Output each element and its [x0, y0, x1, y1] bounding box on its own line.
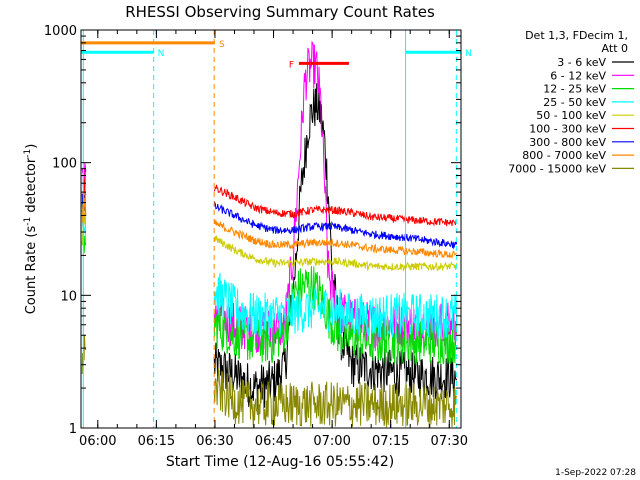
series-layer [81, 41, 458, 428]
y-tick-label-1: 10 [60, 289, 77, 304]
markers-layer [82, 30, 457, 428]
legend-label-7: 800 - 7000 keV [522, 149, 606, 162]
legend-header-0: Det 1,3, FDecim 1, [525, 29, 628, 42]
series-line-4 [213, 235, 458, 272]
x-tick-label-6: 07:30 [431, 434, 468, 449]
flag-label-0: S [219, 40, 225, 50]
legend-label-8: 7000 - 15000 keV [508, 162, 606, 175]
y-tick-label-3: 1000 [44, 24, 77, 39]
series-early-5 [81, 168, 87, 207]
series-early-8 [81, 334, 87, 375]
flag-label-1: N [158, 49, 165, 59]
legend-label-2: 12 - 25 keV [543, 83, 606, 96]
legend-label-4: 50 - 100 keV [536, 109, 606, 122]
flag-label-2: N [465, 49, 472, 59]
series-line-8 [213, 368, 458, 428]
plot-frame [80, 29, 462, 429]
axes: 06:00 06:15 06:30 06:45 07:00 07:15 07:30 1 10 10… [44, 24, 468, 449]
series-line-7 [213, 219, 457, 260]
legend-label-0: 3 - 6 keV [557, 56, 606, 69]
x-tick-label-2: 06:30 [196, 434, 233, 449]
flag-bars: S N N F [81, 40, 472, 70]
legend-label-3: 25 - 50 keV [543, 96, 606, 109]
x-tick-label-1: 06:15 [138, 434, 175, 449]
flag-label-3: F [289, 60, 294, 70]
legend-label-6: 300 - 800 keV [529, 136, 606, 149]
y-tick-label-0: 1 [69, 422, 77, 437]
legend-label-1: 6 - 12 keV [550, 69, 606, 82]
series-early-2 [81, 235, 87, 254]
x-tick-label-5: 07:15 [372, 434, 409, 449]
y-axis-label: Count Rate (s-1 detector-1) [23, 144, 39, 315]
x-axis-label: Start Time (12-Aug-16 05:55:42) [166, 454, 394, 470]
footer-date: 1-Sep-2022 07:28 [555, 468, 636, 478]
series-line-6 [213, 200, 458, 250]
y-tick-label-2: 100 [52, 157, 77, 172]
x-tick-label-3: 06:45 [255, 434, 292, 449]
legend-label-5: 100 - 300 keV [529, 123, 606, 136]
series-line-3 [213, 272, 458, 340]
x-tick-label-0: 06:00 [79, 434, 116, 449]
x-tick-label-4: 07:00 [313, 434, 350, 449]
chart-title: RHESSI Observing Summary Count Rates [125, 3, 435, 21]
legend-header-1: Att 0 [602, 42, 628, 55]
series-line-5 [213, 184, 457, 227]
